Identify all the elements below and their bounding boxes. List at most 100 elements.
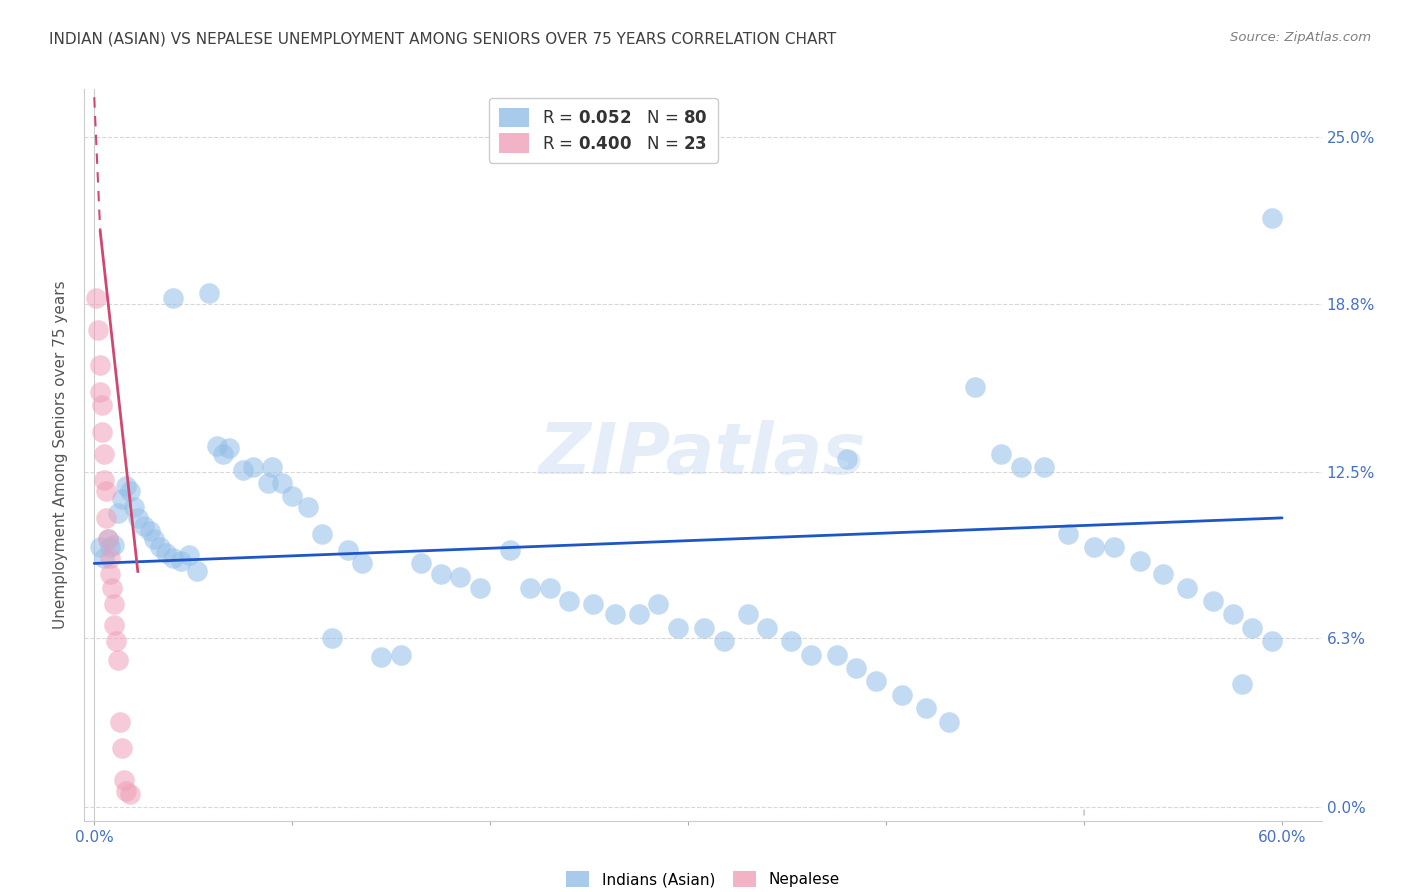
Point (257, 476, 280, 491)
Point (149, 541, 172, 555)
Point (89, 358, 111, 372)
Point (558, 594, 581, 608)
Point (1033, 460, 1056, 475)
Point (693, 621, 716, 635)
Point (429, 567, 451, 582)
Y-axis label: Unemployment Among Seniors over 75 years: Unemployment Among Seniors over 75 years (53, 281, 69, 629)
Point (1222, 607, 1244, 622)
Point (1057, 527, 1080, 541)
Point (98, 567, 121, 582)
Point (450, 570, 472, 584)
Point (91, 425, 114, 439)
Point (94, 484, 117, 499)
Point (93, 474, 115, 488)
Point (865, 674, 887, 689)
Text: Source: ZipAtlas.com: Source: ZipAtlas.com (1230, 31, 1371, 45)
Point (93, 446, 115, 460)
Point (321, 632, 343, 646)
Point (122, 500, 145, 515)
Point (155, 546, 177, 560)
Point (1261, 634, 1284, 648)
Point (350, 557, 373, 571)
Point (198, 285, 221, 300)
Point (93, 551, 115, 566)
Point (111, 741, 134, 756)
Point (127, 511, 149, 525)
Point (470, 581, 492, 595)
Point (97, 533, 120, 547)
Text: ZIPatlas: ZIPatlas (540, 420, 866, 490)
Point (118, 484, 141, 499)
Point (1083, 541, 1105, 555)
Point (1261, 211, 1284, 225)
Point (107, 506, 129, 520)
Point (1232, 677, 1254, 691)
Point (205, 438, 228, 452)
Point (311, 527, 333, 541)
Point (98, 541, 121, 555)
Point (87, 323, 110, 337)
Point (89, 541, 111, 555)
Point (666, 621, 689, 635)
Point (499, 543, 522, 558)
Point (1175, 581, 1198, 595)
Point (965, 379, 987, 393)
Point (97, 533, 120, 547)
Point (603, 607, 626, 622)
Point (990, 446, 1012, 460)
Point (780, 634, 803, 648)
Point (170, 554, 193, 568)
Point (89, 384, 111, 399)
Point (218, 441, 240, 455)
Point (115, 784, 138, 798)
Point (232, 463, 254, 477)
Point (582, 597, 605, 611)
Text: INDIAN (ASIAN) VS NEPALESE UNEMPLOYMENT AMONG SENIORS OVER 75 YEARS CORRELATION : INDIAN (ASIAN) VS NEPALESE UNEMPLOYMENT … (49, 31, 837, 46)
Point (1152, 567, 1174, 582)
Point (162, 551, 184, 566)
Point (647, 597, 669, 611)
Point (111, 492, 134, 507)
Point (91, 398, 114, 412)
Point (1128, 554, 1150, 568)
Point (538, 581, 561, 595)
Point (713, 634, 735, 648)
Point (845, 661, 868, 675)
Point (162, 291, 184, 305)
Point (825, 648, 848, 662)
Point (118, 787, 141, 801)
Point (756, 621, 779, 635)
Point (84, 291, 107, 305)
Point (914, 701, 936, 715)
Point (271, 476, 294, 491)
Point (138, 524, 160, 539)
Point (105, 634, 128, 648)
Point (242, 460, 264, 475)
Point (103, 597, 125, 611)
Point (103, 538, 125, 552)
Point (297, 500, 319, 515)
Point (336, 543, 359, 558)
Point (627, 607, 650, 622)
Point (142, 533, 165, 547)
Point (107, 653, 129, 667)
Point (737, 607, 759, 622)
Point (108, 714, 131, 729)
Point (186, 565, 208, 579)
Point (98, 551, 121, 566)
Point (1102, 541, 1125, 555)
Point (409, 557, 432, 571)
Point (835, 452, 858, 467)
Point (389, 648, 412, 662)
Point (800, 648, 823, 662)
Point (519, 581, 541, 595)
Point (281, 490, 304, 504)
Point (103, 618, 125, 632)
Point (94, 511, 117, 525)
Point (891, 688, 914, 702)
Point (1241, 621, 1264, 635)
Point (112, 773, 135, 788)
Point (262, 460, 284, 475)
Point (179, 549, 201, 563)
Point (212, 446, 235, 460)
